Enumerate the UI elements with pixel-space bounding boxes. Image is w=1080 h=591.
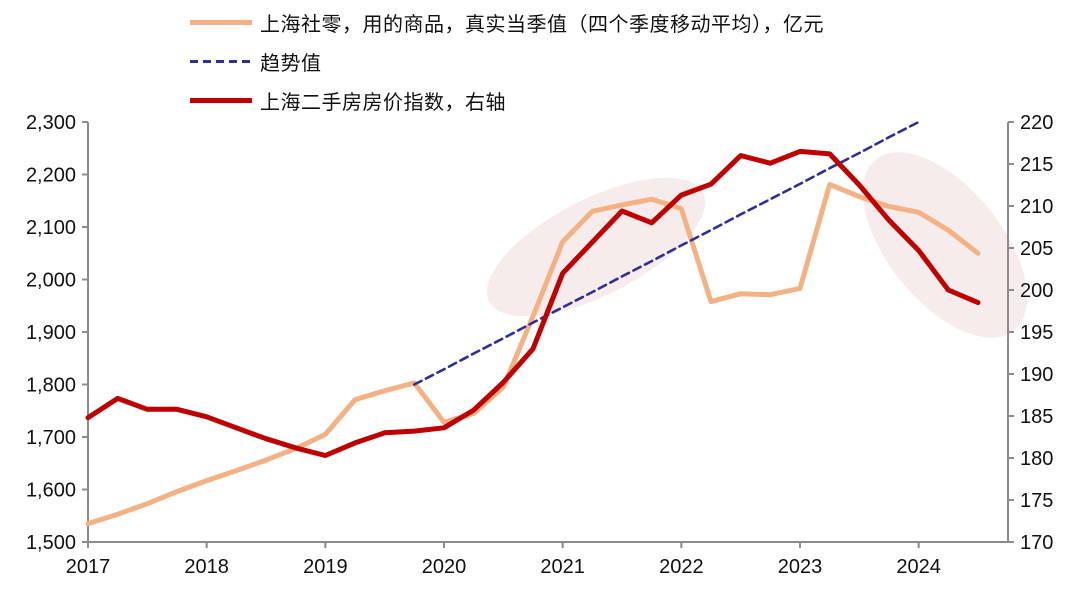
series-trend-line: [412, 120, 921, 386]
x-tick-label: 2018: [184, 556, 229, 578]
left-tick-label: 2,000: [26, 270, 76, 292]
right-tick-label: 170: [1020, 532, 1053, 554]
series-retail-line: [85, 182, 981, 527]
right-tick-label: 185: [1020, 406, 1053, 428]
legend-item-trend: 趋势值: [190, 42, 824, 81]
x-tick-label: 2017: [66, 556, 111, 578]
x-tick-label: 2020: [422, 556, 467, 578]
legend-swatch-retail-line: [190, 20, 252, 25]
highlight-ellipse-2: [862, 152, 1028, 338]
right-tick-label: 200: [1020, 280, 1053, 302]
left-tick-label: 1,600: [26, 480, 76, 502]
x-tick-label: 2021: [540, 556, 585, 578]
axes: [82, 121, 1014, 548]
series-hpi-line: [85, 148, 981, 458]
legend-item-hpi: 上海二手房房价指数，右轴: [190, 81, 824, 120]
left-tick-label: 1,800: [26, 375, 76, 397]
highlight-ellipse-1: [486, 177, 706, 317]
right-tick-label: 205: [1020, 238, 1053, 260]
legend-swatch-hpi-line: [190, 98, 252, 103]
legend-label-hpi: 上海二手房房价指数，右轴: [260, 92, 506, 114]
right-tick-label: 175: [1020, 490, 1053, 512]
left-tick-label: 1,900: [26, 322, 76, 344]
left-tick-label: 2,200: [26, 165, 76, 187]
legend-swatch-trend-line: [190, 60, 252, 63]
x-tick-label: 2023: [778, 556, 823, 578]
left-tick-label: 1,700: [26, 427, 76, 449]
tick-labels: 1,500 1,600 1,700 1,800 1,900 2,000 2,100 2,200…: [26, 112, 1053, 578]
legend-item-retail: 上海社零，用的商品，真实当季值（四个季度移动平均），亿元: [190, 3, 824, 42]
left-tick-label: 2,300: [26, 112, 76, 134]
right-tick-label: 220: [1020, 112, 1053, 134]
x-tick-label: 2024: [896, 556, 941, 578]
left-tick-label: 2,100: [26, 217, 76, 239]
chart-legend: 上海社零，用的商品，真实当季值（四个季度移动平均），亿元 趋势值 上海二手房房价…: [190, 3, 824, 120]
legend-label-retail: 上海社零，用的商品，真实当季值（四个季度移动平均），亿元: [260, 14, 824, 36]
right-tick-label: 180: [1020, 448, 1053, 470]
right-tick-label: 190: [1020, 364, 1053, 386]
left-tick-label: 1,500: [26, 532, 76, 554]
right-tick-label: 195: [1020, 322, 1053, 344]
right-tick-label: 215: [1020, 154, 1053, 176]
x-tick-label: 2019: [303, 556, 348, 578]
x-tick-label: 2022: [659, 556, 704, 578]
legend-label-trend: 趋势值: [260, 53, 322, 75]
right-tick-label: 210: [1020, 196, 1053, 218]
